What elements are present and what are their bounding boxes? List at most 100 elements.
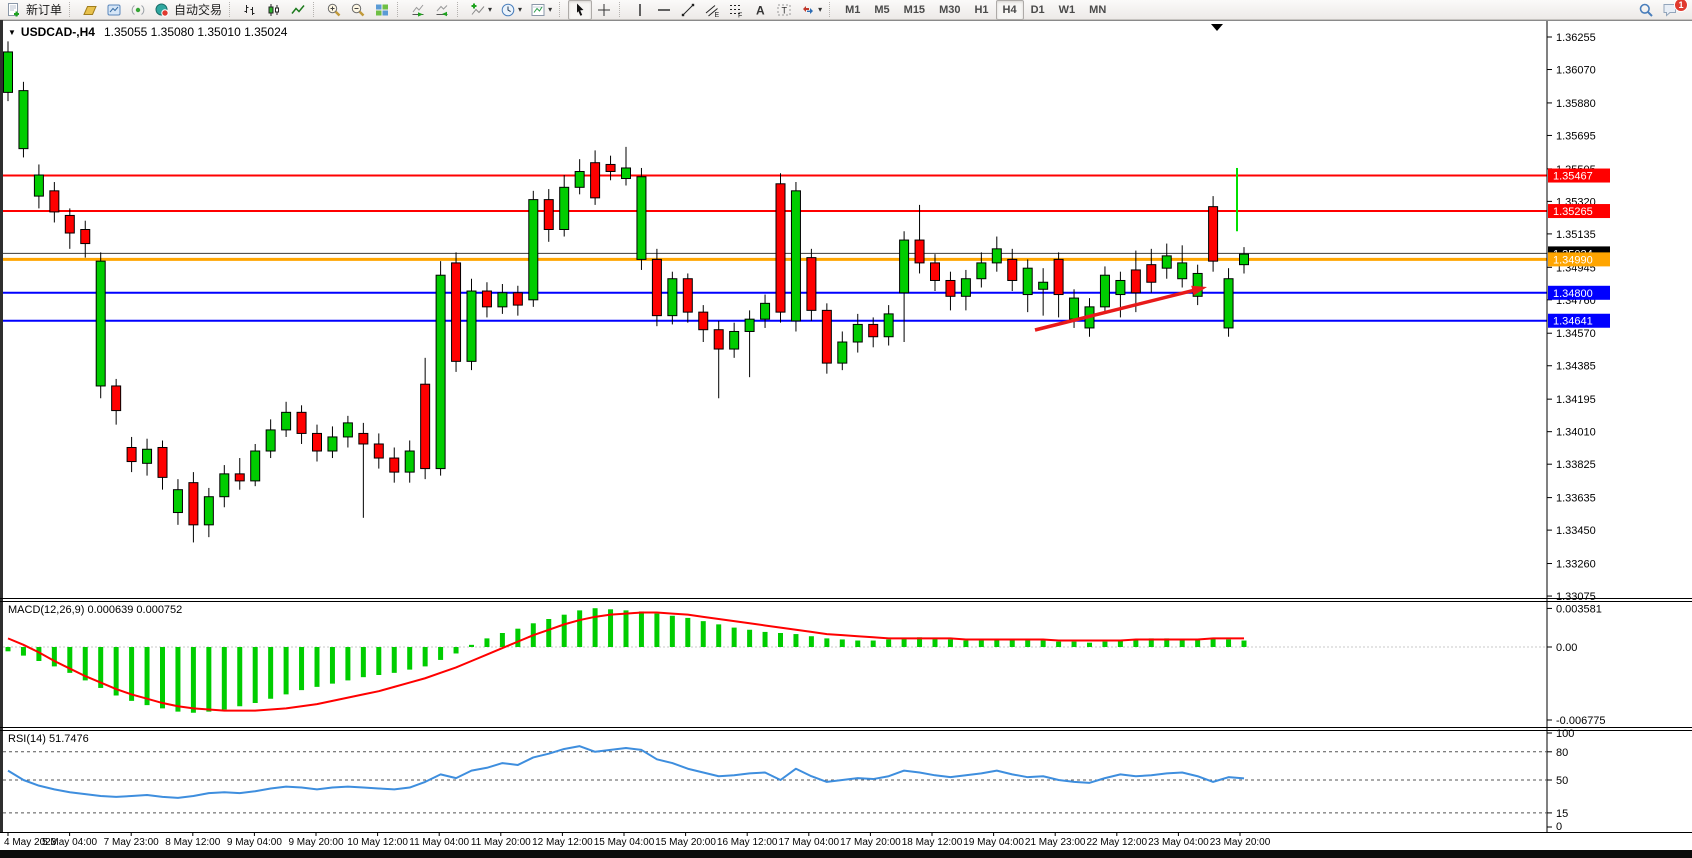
candlestick: [790, 182, 801, 332]
time-tick-label: 15 May 20:00: [655, 837, 716, 848]
trend-arrow-annotation[interactable]: [1034, 285, 1207, 332]
price-tick-label: 1.36255: [1556, 32, 1596, 44]
periods-button[interactable]: ▾: [496, 0, 526, 20]
price-chart[interactable]: 1.362551.360701.358801.356951.355051.353…: [0, 20, 1692, 858]
dropdown-caret-icon[interactable]: ▾: [548, 4, 553, 14]
timeframe-m1-button[interactable]: M1: [838, 0, 867, 20]
hline-icon: [656, 2, 672, 18]
toolbar-right: 1: [1634, 0, 1690, 20]
svg-text:A: A: [756, 3, 765, 17]
timeframe-h1-button[interactable]: H1: [967, 0, 995, 20]
cursor-button[interactable]: [568, 0, 593, 20]
button-label: 新订单: [26, 3, 63, 17]
search-button[interactable]: [1634, 0, 1658, 20]
timeframe-d1-button[interactable]: D1: [1024, 0, 1052, 20]
auto-trading-icon: [154, 2, 170, 18]
rsi-tick-label: 0: [1556, 821, 1562, 833]
pane-splitter-rsi[interactable]: [0, 730, 1692, 731]
templates-button[interactable]: ▾: [526, 0, 556, 20]
vertical-line-button[interactable]: [628, 0, 652, 20]
text-label-button[interactable]: T: [772, 0, 796, 20]
candlestick: [33, 164, 44, 209]
macd-tick-label: 0.00: [1556, 642, 1577, 654]
button-label: H1: [974, 3, 989, 16]
candlestick: [172, 479, 183, 525]
price-marker-value: 1.34641: [1553, 316, 1593, 328]
chart-profile-button[interactable]: [78, 0, 102, 20]
time-tick-label: 12 May 12:00: [532, 837, 593, 848]
time-tick-label: 11 May 20:00: [471, 837, 531, 848]
timeframe-mn-button[interactable]: MN: [1082, 0, 1113, 20]
dropdown-caret-icon[interactable]: ▾: [518, 4, 523, 14]
chart-shift-button[interactable]: [430, 0, 454, 20]
time-tick-label: 16 May 12:00: [717, 837, 778, 848]
candlestick: [1099, 266, 1110, 314]
arrows-button[interactable]: ▾: [796, 0, 826, 20]
timeframe-w1-button[interactable]: W1: [1052, 0, 1083, 20]
new-order-button[interactable]: 新订单: [2, 0, 66, 20]
candlestick: [1223, 268, 1234, 337]
timeframe-m5-button[interactable]: M5: [867, 0, 896, 20]
crosshair-button[interactable]: [592, 0, 616, 20]
symbol-dropdown-icon[interactable]: ▼: [8, 28, 16, 37]
candlestick: [49, 182, 60, 223]
zoom-out-icon: [350, 2, 366, 18]
indicators-button[interactable]: ▾: [466, 0, 496, 20]
horizontal-line-button[interactable]: [652, 0, 676, 20]
equidistant-channel-button[interactable]: E: [700, 0, 724, 20]
bar-chart-button[interactable]: [238, 0, 262, 20]
tile-windows-button[interactable]: [370, 0, 394, 20]
cursor-icon: [572, 2, 588, 18]
toolbar-separator: [69, 2, 74, 17]
bar-chart-icon: [242, 2, 258, 18]
trend-line-button[interactable]: [676, 0, 700, 20]
price-tick-label: 1.33635: [1556, 493, 1596, 505]
chart-title: ▼ USDCAD-,H4 1.35055 1.35080 1.35010 1.350…: [8, 25, 287, 39]
price-marker-value: 1.34990: [1553, 254, 1593, 266]
macd-indicator-label: MACD(12,26,9) 0.000639 0.000752: [8, 604, 183, 616]
price-tick-label: 1.35695: [1556, 130, 1596, 142]
chart-left-border: [0, 20, 3, 833]
signals-button[interactable]: [126, 0, 150, 20]
text-button[interactable]: A: [748, 0, 772, 20]
rsi-tick-label: 50: [1556, 775, 1568, 787]
svg-text:T: T: [782, 5, 788, 15]
price-tick-label: 1.34195: [1556, 394, 1596, 406]
auto-scroll-icon: [410, 2, 426, 18]
candlestick: [358, 422, 369, 518]
fibonacci-button[interactable]: F: [724, 0, 748, 20]
zoom-out-button[interactable]: [346, 0, 370, 20]
price-tick-label: 1.33450: [1556, 525, 1596, 537]
timeframe-m15-button[interactable]: M15: [897, 0, 932, 20]
timeframe-m30-button[interactable]: M30: [932, 0, 967, 20]
scroll-to-end-marker-icon[interactable]: [1211, 24, 1223, 31]
svg-text:F: F: [738, 12, 742, 18]
price-tick-label: 1.35135: [1556, 229, 1596, 241]
pane-splitter-rsi[interactable]: [0, 727, 1692, 728]
dropdown-caret-icon[interactable]: ▾: [818, 4, 823, 14]
candlestick: [744, 310, 755, 378]
time-tick-label: 9 May 20:00: [288, 837, 343, 848]
candlestick: [142, 438, 153, 476]
chart-background: [0, 20, 1692, 858]
market-watch-button[interactable]: [102, 0, 126, 20]
dropdown-caret-icon[interactable]: ▾: [488, 4, 493, 14]
pane-splitter-macd[interactable]: [0, 598, 1692, 599]
candle-chart-button[interactable]: [262, 0, 286, 20]
auto-trading-button[interactable]: 自动交易: [150, 0, 226, 20]
zoom-in-button[interactable]: [322, 0, 346, 20]
candlestick: [1177, 245, 1188, 288]
auto-scroll-button[interactable]: [406, 0, 430, 20]
candlestick: [126, 436, 137, 473]
line-chart-button[interactable]: [286, 0, 310, 20]
candlestick: [435, 261, 446, 476]
label-icon: T: [776, 2, 792, 18]
chart-window[interactable]: 1.362551.360701.358801.356951.355051.353…: [0, 20, 1692, 858]
time-tick-label: 19 May 04:00: [963, 837, 1024, 848]
pane-splitter-macd[interactable]: [0, 601, 1692, 602]
timeframe-h4-button[interactable]: H4: [995, 0, 1024, 20]
candlestick: [420, 357, 431, 480]
candlestick: [1239, 247, 1249, 274]
notifications-button[interactable]: 1: [1658, 0, 1688, 20]
price-tick-label: 1.34385: [1556, 361, 1596, 373]
